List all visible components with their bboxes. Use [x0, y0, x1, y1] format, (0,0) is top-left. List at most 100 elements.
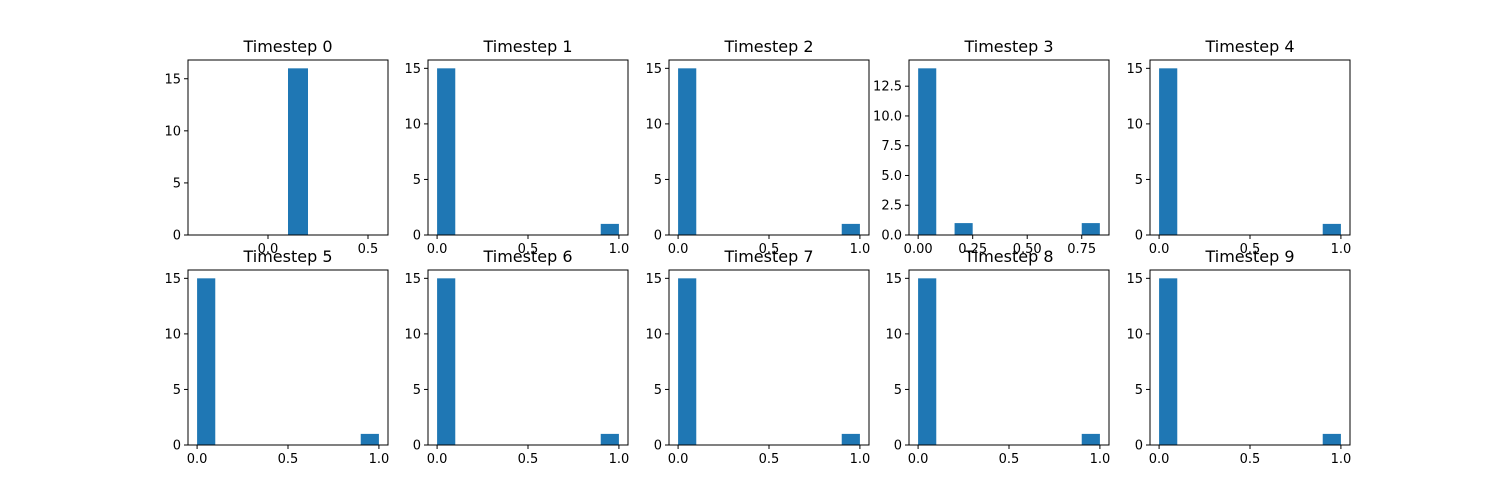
x-tick-label: 1.0 — [1331, 242, 1352, 257]
subplot-timestep-6: 0.0 0.5 1.0 0 5 10 15 Timestep 6 — [404, 247, 629, 467]
x-tick-label: 0.50 — [1013, 242, 1042, 257]
histogram-bar — [288, 68, 308, 235]
y-tick-label: 0 — [413, 229, 421, 244]
histogram-bar — [841, 433, 860, 445]
y-tick-label: 15 — [164, 72, 181, 87]
y-tick-label: 5 — [654, 173, 662, 188]
y-tick-label: 0 — [413, 439, 421, 454]
histogram-bar — [437, 68, 456, 235]
x-tick-label: 1.0 — [1090, 452, 1111, 467]
x-tick-label: 1.0 — [1331, 452, 1352, 467]
subplot-title: Timestep 2 — [723, 37, 813, 56]
subplot-timestep-1: 0.0 0.5 1.0 0 5 10 15 Timestep 1 — [404, 37, 629, 257]
y-tick-label: 10 — [404, 327, 421, 342]
subplot-title: Timestep 0 — [242, 37, 332, 56]
subplot-timestep-2: 0.0 0.5 1.0 0 5 10 15 Timestep 2 — [645, 37, 870, 257]
y-tick-label: 0 — [1135, 439, 1143, 454]
x-tick-label: 0.00 — [904, 242, 933, 257]
histogram-bar — [841, 223, 860, 235]
y-tick-label: 10 — [1126, 117, 1143, 132]
y-tick-label: 10 — [1126, 327, 1143, 342]
subplot-title: Timestep 7 — [723, 247, 813, 266]
histogram-bar — [1081, 223, 1100, 235]
y-tick-label: 15 — [645, 62, 662, 77]
histogram-bar — [600, 223, 619, 235]
x-tick-label: 1.0 — [369, 452, 390, 467]
x-tick-label: 0.5 — [358, 242, 379, 257]
y-tick-label: 15 — [885, 272, 902, 287]
y-tick-label: 15 — [1126, 272, 1143, 287]
y-tick-label: 5 — [654, 383, 662, 398]
y-tick-label: 12.5 — [873, 80, 902, 95]
histogram-bar — [437, 278, 456, 445]
subplot-timestep-7: 0.0 0.5 1.0 0 5 10 15 Timestep 7 — [645, 247, 870, 467]
y-tick-label: 0 — [654, 439, 662, 454]
y-tick-label: 15 — [404, 62, 421, 77]
x-tick-label: 0.0 — [1149, 242, 1170, 257]
y-tick-label: 5 — [413, 383, 421, 398]
histogram-bar — [954, 223, 973, 235]
y-tick-label: 15 — [164, 272, 181, 287]
y-tick-label: 15 — [1126, 62, 1143, 77]
x-tick-label: 0.5 — [1240, 242, 1261, 257]
histogram-bar — [918, 68, 937, 235]
y-tick-label: 5.0 — [881, 169, 902, 184]
x-tick-label: 0.0 — [908, 452, 929, 467]
subplot-timestep-8: 0.0 0.5 1.0 0 5 10 15 Timestep 8 — [885, 247, 1110, 467]
x-tick-label: 0.5 — [1240, 452, 1261, 467]
y-tick-label: 10 — [164, 124, 181, 139]
x-tick-label: 0.5 — [518, 242, 539, 257]
y-tick-label: 7.5 — [881, 139, 902, 154]
y-tick-label: 2.5 — [881, 199, 902, 214]
subplot-timestep-3: 0.00 0.25 0.50 0.75 0.0 2.5 5.0 7.5 10.0 12.5 Time… — [873, 37, 1110, 257]
histogram-bar — [678, 68, 697, 235]
y-tick-label: 15 — [404, 272, 421, 287]
histogram-bar — [197, 278, 216, 445]
x-tick-label: 0.0 — [1149, 452, 1170, 467]
y-tick-label: 10 — [404, 117, 421, 132]
y-tick-label: 10.0 — [873, 109, 902, 124]
y-tick-label: 5 — [173, 176, 181, 191]
subplot-title: Timestep 9 — [1204, 247, 1294, 266]
y-tick-label: 0 — [1135, 229, 1143, 244]
subplot-title: Timestep 5 — [242, 247, 332, 266]
x-tick-label: 0.5 — [759, 452, 780, 467]
y-tick-label: 15 — [645, 272, 662, 287]
histogram-bar — [360, 433, 379, 445]
histogram-bar — [600, 433, 619, 445]
subplot-timestep-9: 0.0 0.5 1.0 0 5 10 15 Timestep 9 — [1126, 247, 1351, 467]
subplot-timestep-0: 0.0 0.5 0 5 10 15 Timestep 0 — [164, 37, 389, 257]
axes-frame — [908, 59, 1110, 236]
subplot-timestep-4: 0.0 0.5 1.0 0 5 10 15 Timestep 4 — [1126, 37, 1351, 257]
x-tick-label: 0.5 — [518, 452, 539, 467]
x-tick-label: 0.0 — [668, 242, 689, 257]
y-tick-label: 0 — [654, 229, 662, 244]
x-tick-label: 1.0 — [609, 452, 630, 467]
histogram-bar — [678, 278, 697, 445]
x-tick-label: 0.5 — [759, 242, 780, 257]
y-tick-label: 10 — [645, 327, 662, 342]
y-tick-label: 5 — [1135, 173, 1143, 188]
y-tick-label: 0 — [173, 439, 181, 454]
histogram-bar — [1159, 278, 1178, 445]
subplot-title: Timestep 8 — [963, 247, 1053, 266]
axes-frame — [187, 59, 389, 236]
x-tick-label: 0.5 — [999, 452, 1020, 467]
subplot-title: Timestep 3 — [963, 37, 1053, 56]
histogram-bar — [1159, 68, 1178, 235]
x-tick-label: 0.0 — [668, 452, 689, 467]
y-tick-label: 5 — [173, 383, 181, 398]
x-tick-label: 1.0 — [609, 242, 630, 257]
histogram-bar — [1322, 223, 1341, 235]
y-tick-label: 0 — [173, 229, 181, 244]
y-tick-label: 10 — [164, 327, 181, 342]
x-tick-label: 1.0 — [850, 242, 871, 257]
y-tick-label: 10 — [645, 117, 662, 132]
x-tick-label: 0.0 — [427, 452, 448, 467]
histogram-bar — [1322, 433, 1341, 445]
subplot-timestep-5: 0.0 0.5 1.0 0 5 10 15 Timestep 5 — [164, 247, 389, 467]
subplot-title: Timestep 6 — [482, 247, 572, 266]
histogram-bar — [918, 278, 937, 445]
